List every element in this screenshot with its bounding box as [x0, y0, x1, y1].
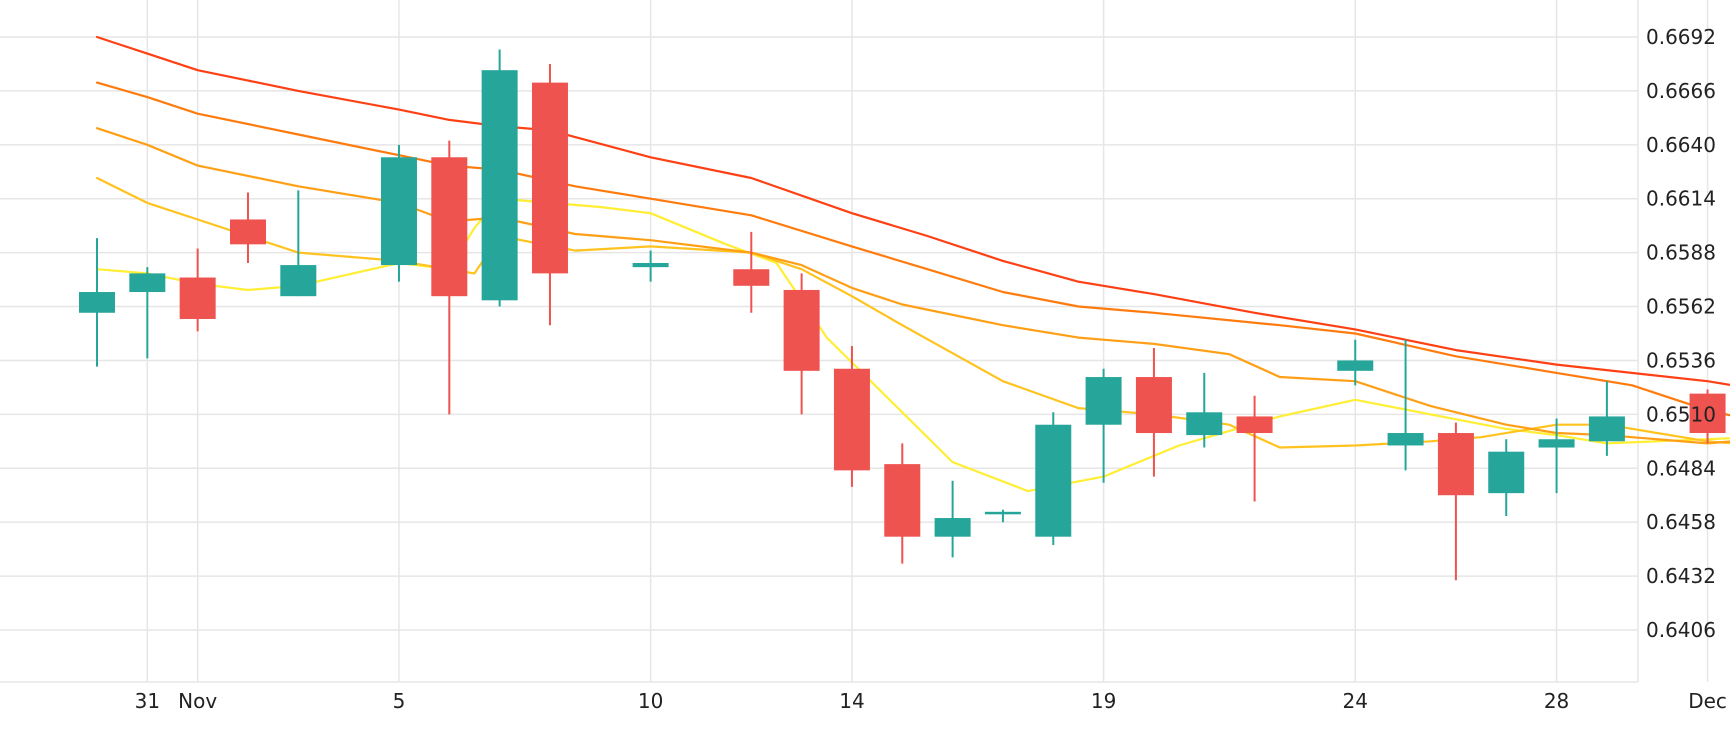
- candle-body: [1689, 393, 1726, 434]
- candle: [1488, 439, 1525, 516]
- x-tick-label: 24: [1343, 689, 1368, 713]
- candle-body: [934, 518, 971, 537]
- candle-body: [733, 269, 770, 286]
- candle-body: [1085, 377, 1122, 425]
- candle: [1085, 368, 1122, 483]
- candle: [1236, 395, 1273, 502]
- candle-body: [1538, 439, 1575, 448]
- y-tick-label: 0.6588: [1646, 241, 1716, 265]
- candle: [229, 192, 266, 264]
- x-tick-label: 19: [1091, 689, 1116, 713]
- y-tick-label: 0.6458: [1646, 510, 1716, 534]
- candle: [1538, 418, 1575, 494]
- candle-body: [1387, 433, 1424, 446]
- candle-body: [380, 157, 417, 266]
- candle-body: [280, 265, 317, 297]
- y-tick-label: 0.6536: [1646, 348, 1716, 372]
- candle: [1387, 339, 1424, 471]
- y-tick-label: 0.6640: [1646, 133, 1716, 157]
- candle-body: [481, 70, 518, 301]
- moving-average-line: [95, 35, 1730, 387]
- candle: [632, 250, 669, 282]
- candle-body: [229, 219, 266, 245]
- moving-average-line: [95, 127, 1730, 445]
- y-tick-label: 0.6510: [1646, 402, 1716, 426]
- x-tick-label: Nov: [178, 689, 217, 713]
- candle-body: [79, 292, 115, 313]
- candle: [179, 248, 216, 332]
- candle-body: [1588, 416, 1625, 442]
- grid: [0, 0, 1709, 683]
- candle-body: [984, 511, 1021, 515]
- moving-average-line: [95, 81, 1730, 417]
- candle-body: [431, 157, 468, 297]
- candle-body: [833, 368, 870, 471]
- candle-body: [1236, 416, 1273, 434]
- candle-body: [531, 82, 568, 274]
- candle-body: [1437, 433, 1474, 496]
- candle: [984, 509, 1021, 523]
- candle-body: [1035, 424, 1072, 537]
- candle-body: [632, 263, 669, 268]
- candle: [1337, 339, 1374, 386]
- candle: [934, 480, 971, 558]
- moving-average-line: [95, 197, 1730, 493]
- x-tick-label: 10: [638, 689, 663, 713]
- candle-body: [1186, 412, 1223, 436]
- candle: [79, 238, 115, 367]
- candles: [79, 49, 1726, 581]
- candle-body: [1488, 451, 1525, 494]
- y-tick-label: 0.6692: [1646, 25, 1716, 49]
- candle: [1689, 389, 1726, 444]
- y-tick-label: 0.6484: [1646, 456, 1716, 480]
- x-tick-label: Dec: [1688, 689, 1727, 713]
- x-axis: 31Nov51014192428Dec3: [135, 689, 1727, 713]
- y-tick-label: 0.6614: [1646, 187, 1716, 211]
- candle: [280, 190, 317, 297]
- candle: [783, 273, 820, 415]
- candle: [733, 231, 770, 313]
- candle: [833, 345, 870, 487]
- moving-average-line: [95, 176, 1730, 449]
- candle-body: [1135, 377, 1172, 434]
- y-tick-label: 0.6666: [1646, 79, 1716, 103]
- candle: [1588, 381, 1625, 456]
- candle: [380, 144, 417, 282]
- candle: [481, 49, 518, 307]
- candle-body: [1337, 360, 1374, 371]
- x-tick-label: 5: [393, 689, 406, 713]
- y-axis: 0.6692 0.6666 0.6640 0.6614 0.6588 0.6562 0.65…: [1646, 25, 1716, 642]
- y-tick-label: 0.6562: [1646, 295, 1716, 319]
- candle-body: [783, 289, 820, 371]
- candle: [1035, 412, 1072, 545]
- candle: [1135, 348, 1172, 477]
- x-tick-label: 31: [135, 689, 160, 713]
- candle: [129, 267, 166, 359]
- moving-averages: [95, 35, 1730, 493]
- candle: [1437, 422, 1474, 581]
- candle-body: [129, 273, 166, 293]
- candle: [531, 63, 568, 326]
- candle: [1186, 372, 1223, 448]
- candle-body: [179, 277, 216, 319]
- candle: [431, 140, 468, 415]
- x-tick-label: 28: [1544, 689, 1569, 713]
- candle: [884, 443, 921, 564]
- y-tick-label: 0.6406: [1646, 618, 1716, 642]
- candle-body: [884, 464, 921, 537]
- x-tick-label: 14: [839, 689, 864, 713]
- y-tick-label: 0.6432: [1646, 564, 1716, 588]
